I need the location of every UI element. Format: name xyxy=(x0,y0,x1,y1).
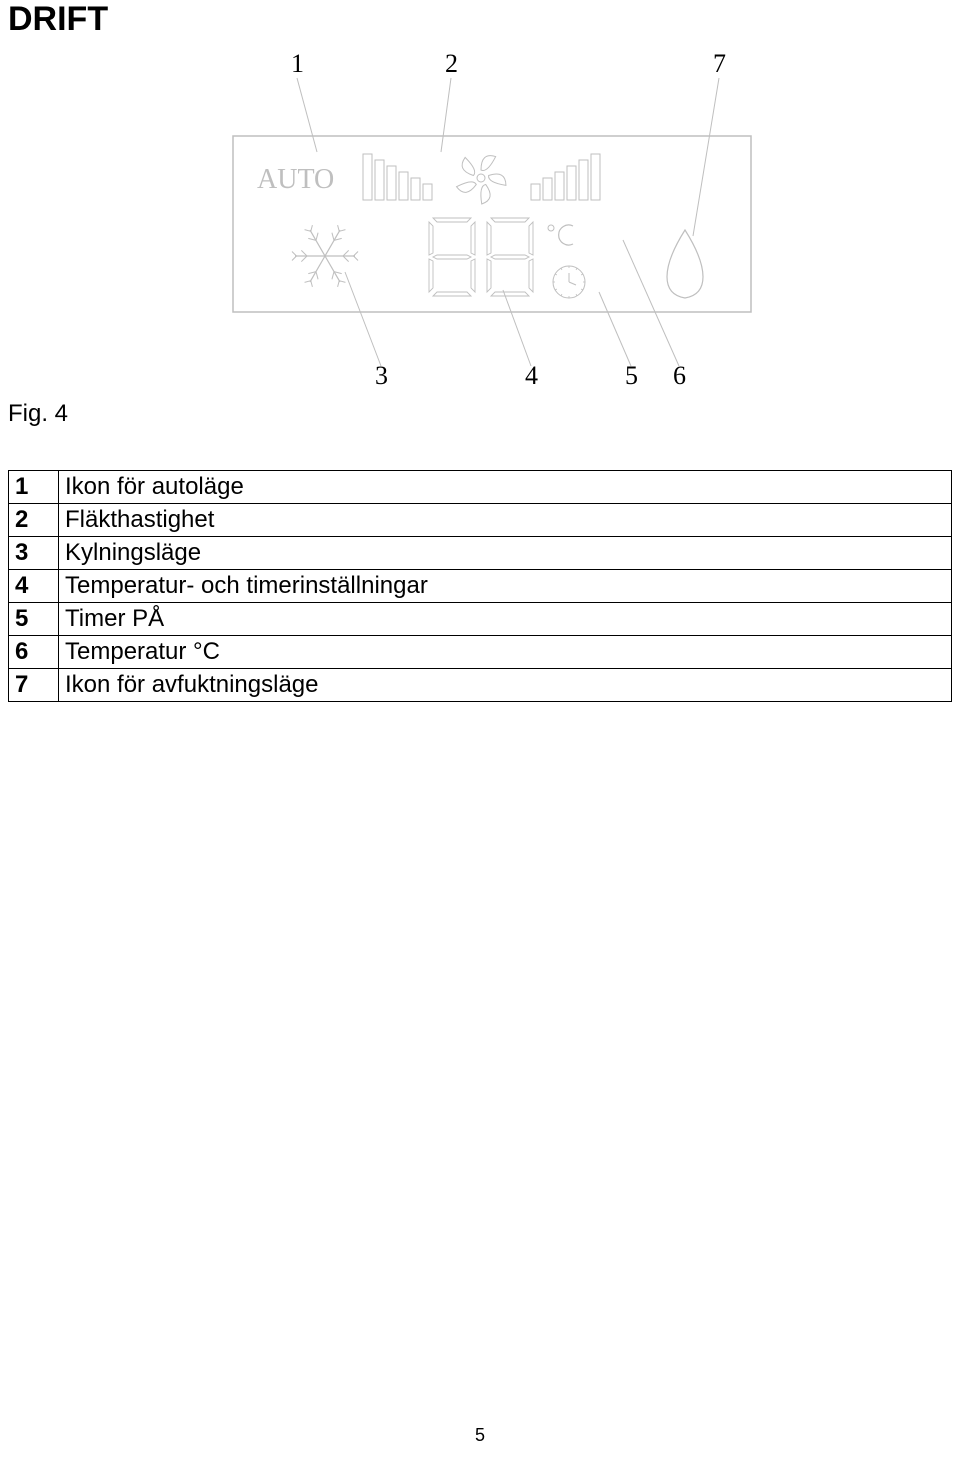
svg-text:2: 2 xyxy=(445,49,458,78)
legend-label: Fläkthastighet xyxy=(59,504,952,537)
legend-label: Timer PÅ xyxy=(59,603,952,636)
page-title: DRIFT xyxy=(8,0,108,39)
table-row: 1Ikon för autoläge xyxy=(9,471,952,504)
table-row: 3Kylningsläge xyxy=(9,537,952,570)
legend-table: 1Ikon för autoläge2Fläkthastighet3Kylnin… xyxy=(8,470,952,702)
legend-number: 5 xyxy=(9,603,59,636)
figure-label: Fig. 4 xyxy=(8,400,68,428)
svg-text:AUTO: AUTO xyxy=(257,164,334,195)
svg-text:5: 5 xyxy=(625,361,638,390)
table-row: 5Timer PÅ xyxy=(9,603,952,636)
legend-label: Temperatur °C xyxy=(59,636,952,669)
legend-label: Ikon för autoläge xyxy=(59,471,952,504)
diagram: AUTO 1 2 7 3 4 5 6 xyxy=(145,40,805,400)
svg-text:4: 4 xyxy=(525,361,538,390)
svg-text:1: 1 xyxy=(291,49,304,78)
table-row: 4Temperatur- och timerinställningar xyxy=(9,570,952,603)
legend-number: 7 xyxy=(9,669,59,702)
legend-label: Ikon för avfuktningsläge xyxy=(59,669,952,702)
legend-number: 1 xyxy=(9,471,59,504)
svg-text:7: 7 xyxy=(713,49,726,78)
page-number: 5 xyxy=(0,1425,960,1446)
legend-number: 3 xyxy=(9,537,59,570)
table-row: 7Ikon för avfuktningsläge xyxy=(9,669,952,702)
legend-number: 6 xyxy=(9,636,59,669)
svg-text:3: 3 xyxy=(375,361,388,390)
legend-number: 2 xyxy=(9,504,59,537)
legend-number: 4 xyxy=(9,570,59,603)
svg-text:6: 6 xyxy=(673,361,686,390)
table-row: 6Temperatur °C xyxy=(9,636,952,669)
table-row: 2Fläkthastighet xyxy=(9,504,952,537)
legend-label: Kylningsläge xyxy=(59,537,952,570)
legend-label: Temperatur- och timerinställningar xyxy=(59,570,952,603)
lcd-diagram-svg: AUTO 1 2 7 3 4 5 6 xyxy=(145,40,805,400)
